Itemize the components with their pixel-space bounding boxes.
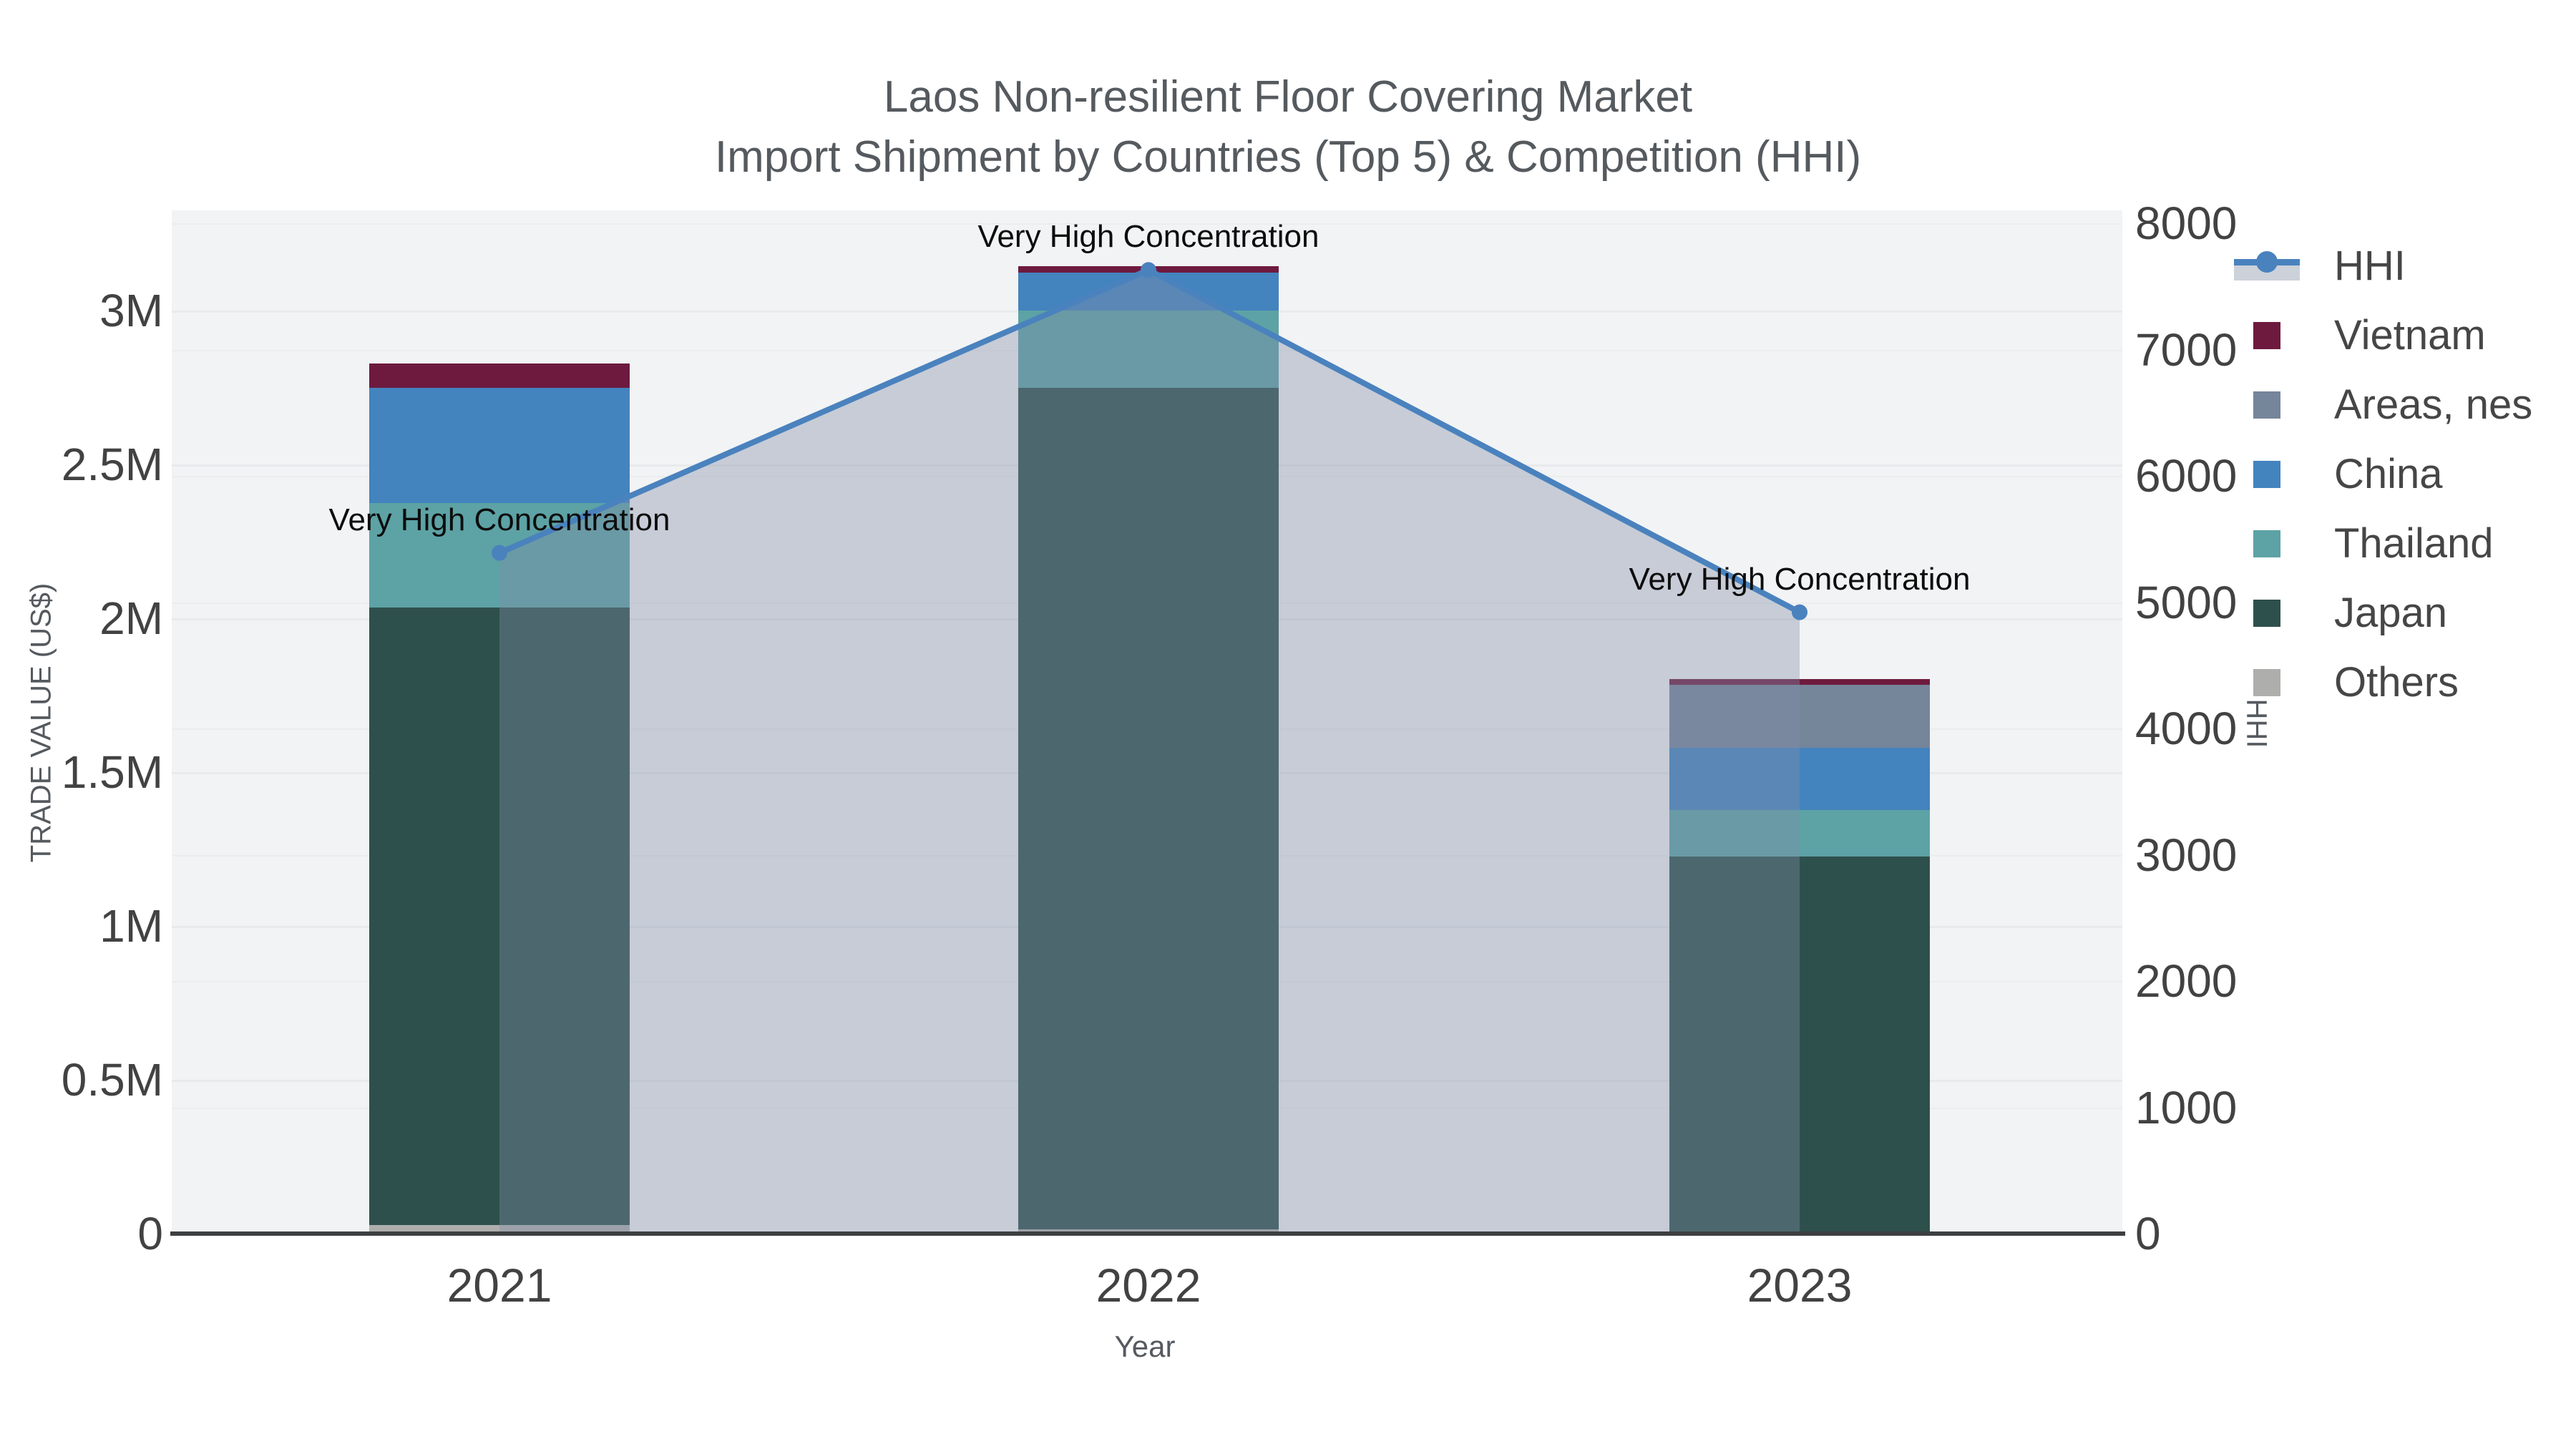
y-left-tick-2M: 2M <box>99 592 163 644</box>
y-left-tick-0: 0 <box>137 1208 163 1259</box>
hhi-marker-2022[interactable] <box>1141 262 1156 278</box>
legend-label: HHI <box>2334 243 2406 289</box>
legend-item-china[interactable]: China <box>2234 450 2443 498</box>
x-axis-line <box>170 1231 2125 1236</box>
legend-label: Thailand <box>2334 520 2494 567</box>
y-right-tick-1000: 1000 <box>2135 1081 2238 1133</box>
bar-segment-thailand-2022[interactable] <box>1018 311 1279 388</box>
x-tick-2023: 2023 <box>1747 1259 1853 1312</box>
bar-segment-thailand-2023[interactable] <box>1669 809 1930 857</box>
bar-segment-others-2022[interactable] <box>1018 1229 1279 1234</box>
hhi-line-area <box>492 262 1807 1234</box>
legend-swatch-japan <box>2253 599 2280 627</box>
annotation-2022: Very High Concentration <box>977 219 1319 255</box>
y-right-tick-7000: 7000 <box>2135 323 2238 376</box>
bar-segment-china-2022[interactable] <box>1018 273 1279 311</box>
legend-swatch-others <box>2253 668 2280 696</box>
legend-item-hhi[interactable]: HHI <box>2234 242 2406 290</box>
legend-hhi-line-sample <box>2234 246 2300 286</box>
y-right-tick-8000: 8000 <box>2135 197 2238 249</box>
y-right-tick-6000: 6000 <box>2135 450 2238 502</box>
hhi-marker-2023[interactable] <box>1792 604 1807 620</box>
legend-label: Others <box>2334 659 2459 706</box>
legend-label: Areas, nes <box>2334 381 2533 428</box>
y-right-tick-3000: 3000 <box>2135 829 2238 881</box>
legend-label: Vietnam <box>2334 312 2486 358</box>
bar-segment-japan-2021[interactable] <box>369 607 630 1225</box>
annotation-2023: Very High Concentration <box>1629 561 1971 597</box>
bar-segment-areas-nes-2023[interactable] <box>1669 684 1930 748</box>
plot-area <box>172 210 2122 1234</box>
y-left-tick-1M: 1M <box>99 900 163 952</box>
y-right-tick-2000: 2000 <box>2135 955 2238 1007</box>
y-right-tick-5000: 5000 <box>2135 576 2238 628</box>
legend-item-thailand[interactable]: Thailand <box>2234 519 2493 567</box>
x-axis-title: Year <box>1114 1330 1176 1363</box>
legend-item-vietnam[interactable]: Vietnam <box>2234 311 2486 359</box>
chart-subtitle: Import Shipment by Countries (Top 5) & C… <box>714 132 1862 182</box>
hhi-area-fill <box>499 270 1800 1234</box>
legend-swatch-thailand <box>2253 530 2280 557</box>
y-left-tick-2.5M: 2.5M <box>61 439 163 490</box>
hhi-marker-2021[interactable] <box>492 545 507 561</box>
bar-segment-china-2023[interactable] <box>1669 748 1930 810</box>
x-tick-2022: 2022 <box>1096 1259 1201 1312</box>
legend-item-others[interactable]: Others <box>2234 658 2459 706</box>
bar-segment-china-2021[interactable] <box>369 387 630 503</box>
bar-segment-japan-2022[interactable] <box>1018 387 1279 1229</box>
y-axis-left-title: TRADE VALUE (US$) <box>25 582 57 863</box>
legend-label: China <box>2334 451 2443 497</box>
chart-title: Laos Non-resilient Floor Covering Market <box>883 72 1693 122</box>
gridline-right <box>172 223 2122 225</box>
y-right-tick-4000: 4000 <box>2135 703 2238 754</box>
legend-item-areas-nes[interactable]: Areas, nes <box>2234 381 2532 429</box>
legend: HHI Vietnam Areas, nes China Thailand Japan Ot… <box>2234 236 2570 737</box>
legend-swatch-china <box>2253 460 2280 488</box>
bar-segment-vietnam-2021[interactable] <box>369 363 630 388</box>
y-left-tick-0.5M: 0.5M <box>61 1054 163 1106</box>
legend-label: Japan <box>2334 590 2448 636</box>
bar-segment-others-2021[interactable] <box>369 1224 630 1234</box>
bar-segment-japan-2023[interactable] <box>1669 856 1930 1232</box>
y-right-tick-0: 0 <box>2135 1208 2161 1259</box>
bar-segment-vietnam-2023[interactable] <box>1669 678 1930 685</box>
x-tick-2021: 2021 <box>447 1259 552 1312</box>
annotation-2021: Very High Concentration <box>328 502 670 537</box>
y-left-tick-3M: 3M <box>99 285 163 336</box>
legend-swatch-vietnam <box>2253 321 2280 349</box>
legend-swatch-areas-nes <box>2253 391 2280 419</box>
y-left-tick-1.5M: 1.5M <box>61 746 163 798</box>
legend-item-japan[interactable]: Japan <box>2234 589 2447 637</box>
